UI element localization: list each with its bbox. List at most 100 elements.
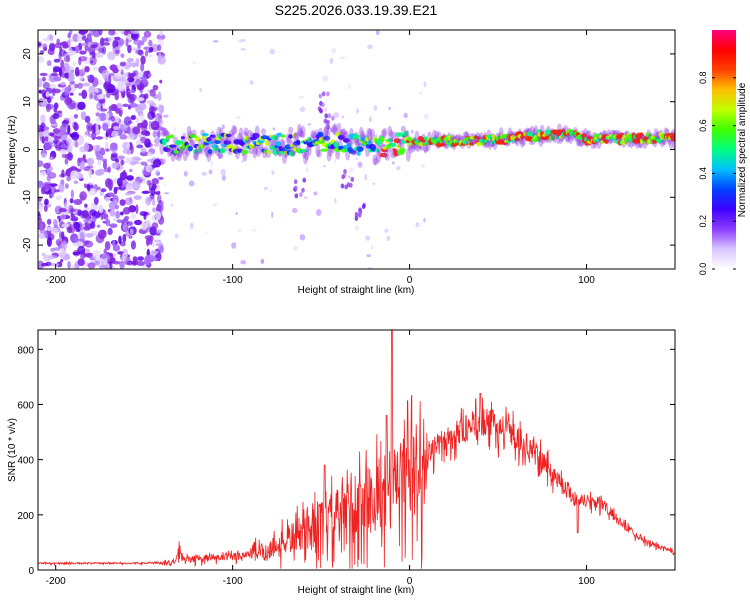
heat-cell: [113, 36, 121, 41]
heat-cell: [112, 261, 121, 265]
heat-cell: [263, 186, 268, 191]
heat-cell: [103, 167, 110, 173]
heat-cell: [85, 232, 94, 238]
heat-cell: [148, 39, 153, 47]
heat-cell: [121, 131, 126, 135]
heat-cell: [126, 57, 134, 63]
heat-cell: [231, 124, 237, 136]
heat-cell: [152, 198, 156, 206]
heat-cell: [246, 137, 252, 145]
snr-xlabel: Height of straight line (km): [298, 585, 415, 596]
heat-cell: [148, 72, 152, 78]
heat-cell: [45, 103, 51, 113]
heat-cell: [135, 116, 140, 124]
heat-cell: [64, 96, 73, 106]
colorbar-tick-label: 0.8: [698, 72, 708, 85]
heat-cell: [157, 44, 162, 52]
heat-cell: [170, 204, 174, 207]
heat-cell: [333, 112, 340, 119]
heat-cell: [212, 147, 221, 152]
heat-cell: [40, 170, 47, 177]
heat-cell: [61, 120, 70, 125]
heat-cell: [403, 112, 408, 119]
heat-cell: [244, 136, 251, 141]
heat-cell: [95, 150, 101, 158]
heat-cell: [67, 124, 71, 134]
heat-cell: [81, 266, 85, 269]
heat-cell: [105, 112, 110, 120]
heat-cell: [220, 168, 226, 176]
heat-cell: [424, 113, 429, 120]
heat-cell: [264, 140, 270, 146]
heat-cell: [376, 150, 382, 164]
heat-cell: [339, 56, 346, 60]
heat-cell: [340, 183, 345, 189]
heat-cell: [399, 147, 406, 153]
heat-cell: [534, 135, 542, 142]
heat-cell: [146, 237, 150, 247]
heat-cell: [373, 104, 378, 111]
heat-cell: [219, 147, 226, 154]
heat-cell: [109, 260, 113, 269]
snr-ticks: -200 -100 0 100 0 200 400 600 800: [17, 330, 675, 587]
heat-cell: [331, 48, 337, 54]
heat-cell: [52, 66, 62, 73]
heat-cell: [194, 136, 201, 142]
heat-cell: [99, 233, 104, 240]
y-tick-label: 10: [22, 96, 33, 108]
heat-cell: [140, 55, 146, 65]
heat-cell: [50, 73, 59, 77]
heat-cell: [40, 122, 46, 132]
heat-cell: [189, 222, 194, 230]
heat-cell: [305, 145, 311, 152]
heat-cell: [63, 55, 70, 63]
heat-cell: [491, 134, 497, 138]
figure-title: S225.2026.033.19.39.E21: [275, 2, 438, 18]
heat-cell: [69, 92, 74, 96]
heat-cell: [158, 176, 164, 180]
heat-cell: [269, 48, 275, 55]
heat-cell: [86, 75, 91, 79]
heat-cell: [638, 132, 644, 138]
heat-cell: [258, 142, 264, 150]
heat-cell: [38, 260, 44, 269]
heat-cell: [87, 262, 96, 269]
heat-cell: [124, 192, 133, 196]
heat-cell: [60, 125, 67, 136]
heat-cell: [73, 180, 79, 185]
heat-cell: [341, 128, 347, 136]
heat-cell: [58, 149, 67, 154]
heat-cell: [423, 146, 428, 153]
heat-cell: [158, 104, 165, 114]
heat-cell: [78, 56, 82, 66]
x-tick-label: 100: [578, 576, 595, 587]
heat-cell: [232, 125, 238, 135]
heat-cell: [151, 222, 159, 230]
heat-cell: [91, 216, 96, 220]
heat-cell: [192, 148, 198, 155]
heat-cell: [120, 159, 125, 166]
heat-cell: [343, 168, 347, 174]
heat-cell: [334, 158, 337, 164]
heat-cell: [72, 33, 79, 43]
heat-cell: [269, 190, 273, 193]
heat-cell: [205, 231, 208, 236]
heat-cell: [113, 125, 120, 131]
heat-cell: [198, 146, 204, 155]
heat-cell: [228, 130, 234, 137]
heat-cell: [76, 82, 84, 89]
heat-cell: [78, 241, 84, 248]
heat-cell: [299, 192, 303, 198]
heat-cell: [78, 92, 82, 96]
heat-cell: [96, 224, 101, 228]
heat-cell: [90, 202, 94, 212]
heat-cell: [223, 140, 232, 145]
heat-cell: [70, 217, 79, 222]
heat-cell: [141, 190, 151, 194]
heat-cell: [53, 76, 62, 82]
heat-cell: [396, 144, 401, 149]
heat-cell: [105, 197, 111, 203]
heat-cell: [270, 135, 279, 141]
heat-cell: [410, 129, 414, 134]
spectrogram-xlabel: Height of straight line (km): [298, 285, 415, 296]
